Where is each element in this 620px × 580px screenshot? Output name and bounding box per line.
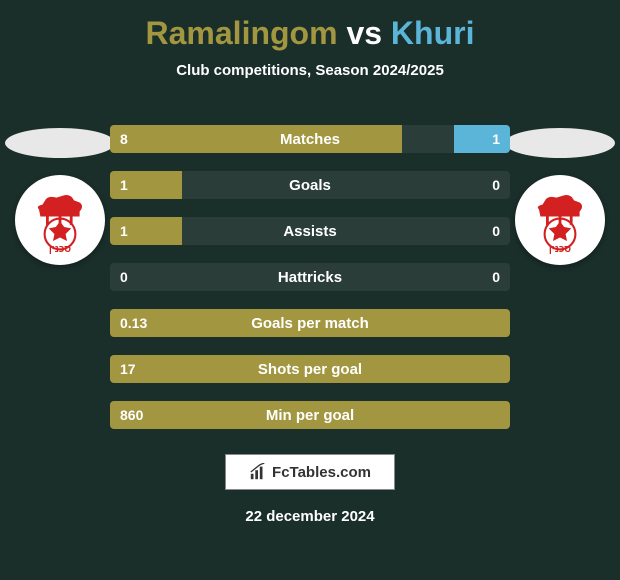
comparison-title: Ramalingom vs Khuri	[0, 0, 620, 52]
site-logo[interactable]: FcTables.com	[225, 454, 395, 490]
stat-row: 81Matches	[110, 125, 510, 153]
player1-club-badge: סכנין	[15, 175, 105, 265]
stat-row: 00Hattricks	[110, 263, 510, 291]
player2-ellipse	[505, 128, 615, 158]
player1-ellipse	[5, 128, 115, 158]
svg-text:סכנין: סכנין	[549, 244, 571, 255]
stat-label: Goals	[110, 171, 510, 199]
player2-name: Khuri	[391, 15, 475, 51]
stat-row: 860Min per goal	[110, 401, 510, 429]
club-crest-icon: סכנין	[525, 185, 595, 255]
site-name: FcTables.com	[272, 464, 371, 481]
stat-label: Assists	[110, 217, 510, 245]
player1-name: Ramalingom	[146, 15, 338, 51]
stat-label: Min per goal	[110, 401, 510, 429]
footer-date: 22 december 2024	[0, 508, 620, 525]
stat-label: Goals per match	[110, 309, 510, 337]
subtitle: Club competitions, Season 2024/2025	[0, 62, 620, 79]
stat-label: Hattricks	[110, 263, 510, 291]
stat-row: 10Assists	[110, 217, 510, 245]
stat-row: 17Shots per goal	[110, 355, 510, 383]
player2-club-badge: סכנין	[515, 175, 605, 265]
stat-label: Matches	[110, 125, 510, 153]
stat-row: 0.13Goals per match	[110, 309, 510, 337]
stats-container: 81Matches 10Goals 10Assists 00Hattricks 0.13…	[110, 125, 510, 447]
svg-text:סכנין: סכנין	[49, 244, 71, 255]
title-vs: vs	[346, 15, 382, 51]
chart-icon	[249, 463, 267, 481]
stat-label: Shots per goal	[110, 355, 510, 383]
club-crest-icon: סכנין	[25, 185, 95, 255]
stat-row: 10Goals	[110, 171, 510, 199]
